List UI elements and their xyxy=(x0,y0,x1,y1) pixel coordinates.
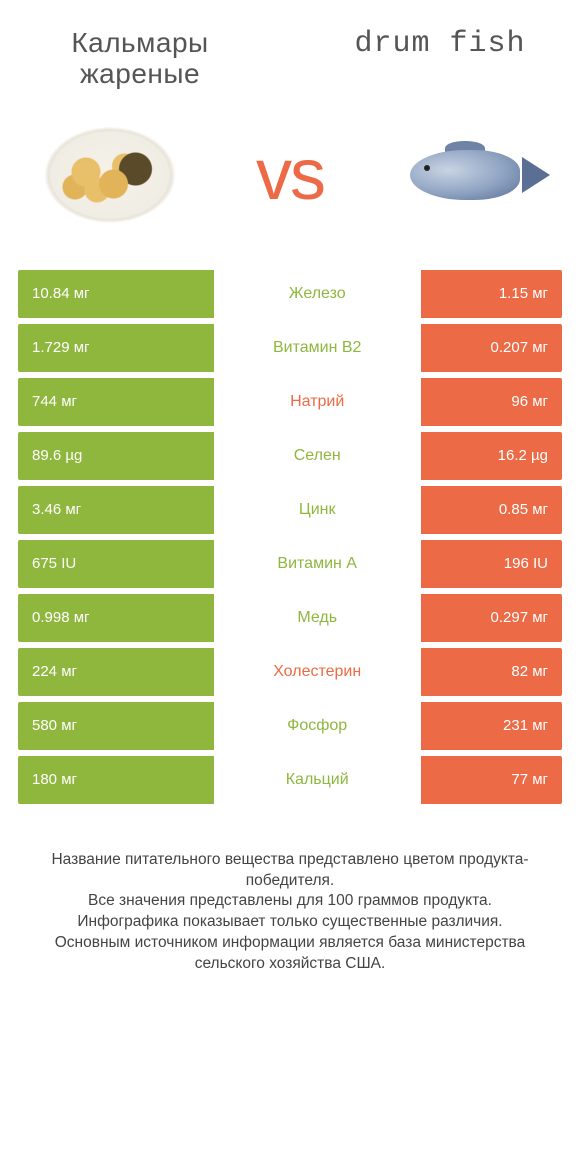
right-value-bar: 0.207 мг xyxy=(421,324,562,372)
left-value-bar: 1.729 мг xyxy=(18,324,214,372)
left-value-bar: 744 мг xyxy=(18,378,214,426)
right-value-bar: 196 IU xyxy=(421,540,562,588)
right-value-bar: 1.15 мг xyxy=(421,270,562,318)
table-row: 10.84 мгЖелезо1.15 мг xyxy=(18,270,562,318)
right-value-bar: 82 мг xyxy=(421,648,562,696)
comparison-table: 10.84 мгЖелезо1.15 мг1.729 мгВитамин B20… xyxy=(0,270,580,804)
nutrient-label: Селен xyxy=(214,432,421,480)
nutrient-label: Витамин B2 xyxy=(214,324,421,372)
right-value-bar: 77 мг xyxy=(421,756,562,804)
table-row: 744 мгНатрий96 мг xyxy=(18,378,562,426)
right-product-image xyxy=(390,110,550,240)
left-product-image xyxy=(30,110,190,240)
right-value-bar: 0.85 мг xyxy=(421,486,562,534)
left-product-title: Кальмары жареные xyxy=(40,28,240,90)
table-row: 180 мгКальций77 мг xyxy=(18,756,562,804)
images-row: vs xyxy=(0,100,580,270)
table-row: 224 мгХолестерин82 мг xyxy=(18,648,562,696)
footer-line: Все значения представлены для 100 граммо… xyxy=(24,891,556,912)
header: Кальмары жареные drum fish xyxy=(0,0,580,100)
footer-line: Инфографика показывает только существенн… xyxy=(24,912,556,933)
table-row: 1.729 мгВитамин B20.207 мг xyxy=(18,324,562,372)
right-value-bar: 0.297 мг xyxy=(421,594,562,642)
left-value-bar: 3.46 мг xyxy=(18,486,214,534)
right-product-title: drum fish xyxy=(340,28,540,61)
nutrient-label: Цинк xyxy=(214,486,421,534)
vs-label: vs xyxy=(256,134,324,216)
table-row: 89.6 µgСелен16.2 µg xyxy=(18,432,562,480)
footer-line: Основным источником информации является … xyxy=(24,933,556,975)
table-row: 580 мгФосфор231 мг xyxy=(18,702,562,750)
nutrient-label: Холестерин xyxy=(214,648,421,696)
left-value-bar: 180 мг xyxy=(18,756,214,804)
left-value-bar: 0.998 мг xyxy=(18,594,214,642)
nutrient-label: Железо xyxy=(214,270,421,318)
left-value-bar: 580 мг xyxy=(18,702,214,750)
left-value-bar: 10.84 мг xyxy=(18,270,214,318)
right-value-bar: 96 мг xyxy=(421,378,562,426)
nutrient-label: Кальций xyxy=(214,756,421,804)
table-row: 3.46 мгЦинк0.85 мг xyxy=(18,486,562,534)
left-value-bar: 89.6 µg xyxy=(18,432,214,480)
nutrient-label: Натрий xyxy=(214,378,421,426)
nutrient-label: Витамин A xyxy=(214,540,421,588)
nutrient-label: Медь xyxy=(214,594,421,642)
table-row: 0.998 мгМедь0.297 мг xyxy=(18,594,562,642)
footer-line: Название питательного вещества представл… xyxy=(24,850,556,892)
left-value-bar: 675 IU xyxy=(18,540,214,588)
right-value-bar: 16.2 µg xyxy=(421,432,562,480)
footer-notes: Название питательного вещества представл… xyxy=(0,810,580,976)
table-row: 675 IUВитамин A196 IU xyxy=(18,540,562,588)
fried-squid-icon xyxy=(35,120,185,230)
left-value-bar: 224 мг xyxy=(18,648,214,696)
right-value-bar: 231 мг xyxy=(421,702,562,750)
nutrient-label: Фосфор xyxy=(214,702,421,750)
drum-fish-icon xyxy=(390,135,550,215)
